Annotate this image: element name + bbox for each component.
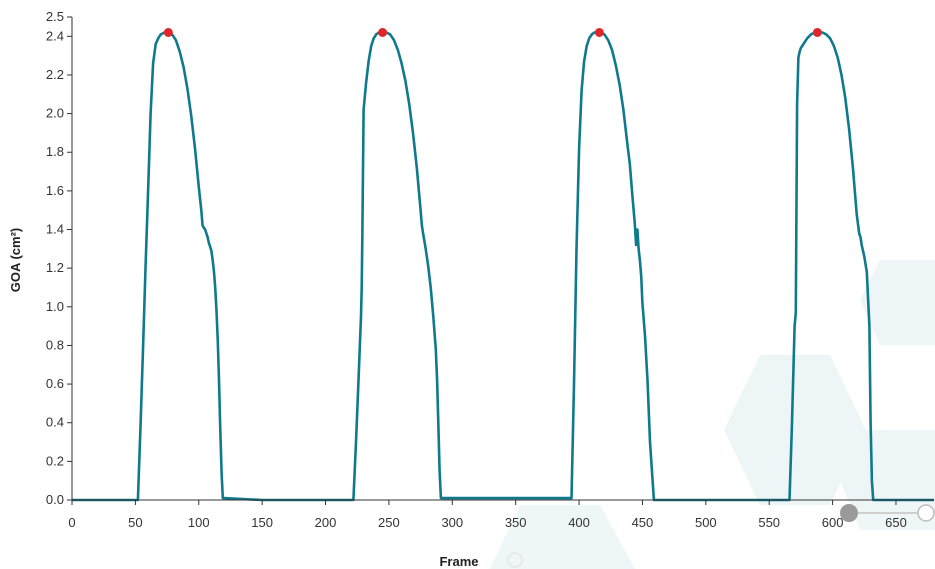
x-tick-label: 200 (315, 515, 337, 530)
x-tick-label: 50 (128, 515, 142, 530)
zoom-slider-left-handle[interactable] (840, 504, 858, 522)
y-tick-label: 0.8 (46, 337, 64, 352)
decorative-circle (507, 552, 523, 568)
x-tick-label: 650 (885, 515, 907, 530)
y-axis-title: GOA (cm²) (8, 228, 23, 293)
y-tick-label: 1.4 (46, 222, 64, 237)
peak-marker (594, 27, 604, 37)
y-tick-label: 2.0 (46, 106, 64, 121)
y-tick-label: 1.8 (46, 144, 64, 159)
x-tick-label: 500 (695, 515, 717, 530)
y-tick-label: 2.2 (46, 67, 64, 82)
x-tick-label: 350 (505, 515, 527, 530)
peak-marker (812, 27, 822, 37)
y-tick-label: 1.2 (46, 260, 64, 275)
x-tick-label: 450 (632, 515, 654, 530)
x-tick-label: 550 (758, 515, 780, 530)
y-tick-label: 1.6 (46, 183, 64, 198)
background-hexagon-pattern (490, 260, 935, 569)
x-tick-label: 250 (378, 515, 400, 530)
x-tick-label: 0 (68, 515, 75, 530)
x-tick-label: 150 (251, 515, 273, 530)
y-tick-label: 2.5 (46, 9, 64, 24)
y-tick-label: 0.4 (46, 415, 64, 430)
plot-area (72, 27, 934, 502)
series-line (72, 31, 934, 502)
zoom-slider[interactable] (840, 504, 935, 522)
x-tick-label: 100 (188, 515, 210, 530)
y-tick-label: 0.6 (46, 376, 64, 391)
axes: 0.0 0.2 0.4 0.6 0.8 1.0 1.2 1.4 1.6 1.8 2.0 2.2 2.4 2… (46, 9, 934, 530)
x-tick-label: 300 (441, 515, 463, 530)
x-tick-label: 600 (822, 515, 844, 530)
peak-marker (378, 27, 388, 37)
zoom-slider-right-handle[interactable] (917, 504, 935, 522)
peak-marker (163, 27, 173, 37)
x-axis-title: Frame (439, 554, 478, 569)
y-tick-label: 2.4 (46, 28, 64, 43)
x-tick-label: 400 (568, 515, 590, 530)
y-tick-label: 1.0 (46, 299, 64, 314)
y-tick-label: 0.2 (46, 453, 64, 468)
y-tick-label: 0.0 (46, 492, 64, 507)
